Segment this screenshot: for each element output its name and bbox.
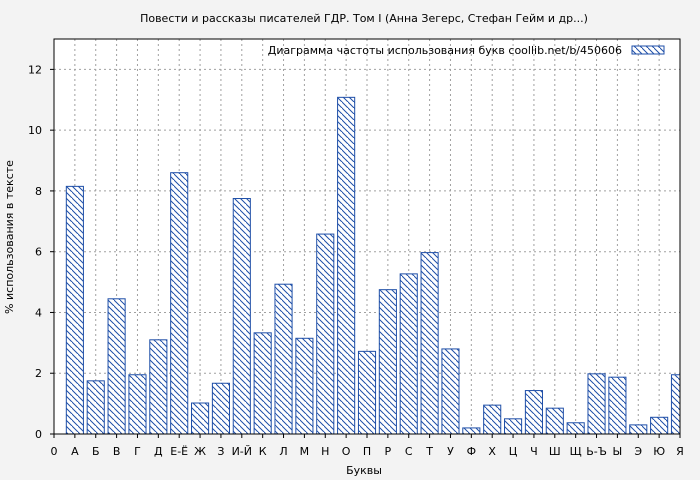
x-tick-label: Т <box>425 445 433 458</box>
legend-swatch <box>631 45 665 55</box>
y-tick-label: 12 <box>28 63 42 76</box>
bar-Я <box>670 374 681 435</box>
x-tick-label: Э <box>634 445 642 458</box>
x-tick-label: Х <box>488 445 496 458</box>
y-tick-label: 10 <box>28 124 42 137</box>
x-tick-label: Ж <box>194 445 206 458</box>
bar-Н <box>316 233 335 435</box>
x-tick-label: З <box>217 445 224 458</box>
x-tick-label: Е-Ё <box>170 445 188 458</box>
y-tick-label: 6 <box>35 246 42 259</box>
x-tick-label: О <box>342 445 351 458</box>
bar-Г <box>128 374 147 435</box>
chart-title: Повести и рассказы писателей ГДР. Том I … <box>140 12 588 25</box>
y-tick-label: 8 <box>35 185 42 198</box>
x-tick-label: Щ <box>570 445 582 458</box>
legend: Диаграмма частоты использования букв coo… <box>268 44 665 57</box>
x-tick-label: В <box>113 445 121 458</box>
bars <box>65 96 681 435</box>
bar-А <box>65 185 84 435</box>
bar-Л <box>274 283 293 435</box>
bar-Б <box>86 380 105 435</box>
x-tick-label: Ь-Ъ <box>586 445 607 458</box>
y-tick-label: 4 <box>35 306 42 319</box>
bar-Р <box>378 289 397 435</box>
bar-Ю <box>650 416 669 435</box>
bar-Ч <box>524 390 543 435</box>
x-tick-label: Р <box>385 445 392 458</box>
bar-У <box>441 348 460 435</box>
bar-П <box>357 350 377 435</box>
x-axis-ticks: 0 А Б В Г Д Е-Ё Ж З И-Й К Л М Н О П Р С Т У Ф Х Ц Ч Ш Щ Ь-Ъ Ы Э Ю Я <box>51 434 684 458</box>
y-axis-ticks: 0 2 4 6 8 10 12 <box>28 63 54 441</box>
bar-Э <box>629 424 648 435</box>
bar-Ш <box>545 407 564 435</box>
bar-Ы <box>608 376 627 435</box>
x-tick-label: Л <box>279 445 287 458</box>
legend-label: Диаграмма частоты использования букв coo… <box>268 44 622 57</box>
x-tick-label: У <box>447 445 454 458</box>
x-tick-label: Г <box>134 445 141 458</box>
x-tick-label: Ф <box>467 445 476 458</box>
x-tick-label: П <box>363 445 371 458</box>
bar-И-Й <box>232 198 251 435</box>
x-tick-label: М <box>300 445 310 458</box>
x-tick-label: Ы <box>613 445 623 458</box>
x-tick-label: Ю <box>653 445 665 458</box>
bar-О <box>337 96 356 435</box>
bar-Щ <box>566 422 585 435</box>
x-axis-label: Буквы <box>346 464 382 477</box>
x-tick-label: Ч <box>530 445 538 458</box>
x-tick-label: Б <box>92 445 100 458</box>
bar-Д <box>149 339 168 435</box>
x-tick-label: 0 <box>51 445 58 458</box>
grid-lines <box>54 39 680 434</box>
x-tick-label: Н <box>321 445 329 458</box>
x-tick-label: Я <box>676 445 684 458</box>
bar-Е-Ё <box>170 172 189 435</box>
x-tick-label: Ш <box>549 445 561 458</box>
bar-К <box>253 332 272 435</box>
x-tick-label: К <box>259 445 267 458</box>
bar-Х <box>483 404 502 435</box>
y-tick-label: 2 <box>35 367 42 380</box>
x-tick-label: И-Й <box>232 445 252 458</box>
bar-Т <box>420 252 439 435</box>
bar-Ж <box>191 402 210 435</box>
bar-Ь-Ъ <box>587 373 606 435</box>
bar-Ц <box>504 418 523 435</box>
bar-Ф <box>462 427 481 435</box>
x-tick-label: Ц <box>509 445 518 458</box>
y-axis-label: % использования в тексте <box>3 160 16 314</box>
x-tick-label: С <box>405 445 413 458</box>
bar-С <box>399 273 418 435</box>
x-tick-label: А <box>71 445 79 458</box>
x-tick-label: Д <box>154 445 163 458</box>
y-tick-label: 0 <box>35 428 42 441</box>
bar-В <box>107 298 126 435</box>
bar-М <box>295 337 314 435</box>
bar-З <box>211 382 230 435</box>
